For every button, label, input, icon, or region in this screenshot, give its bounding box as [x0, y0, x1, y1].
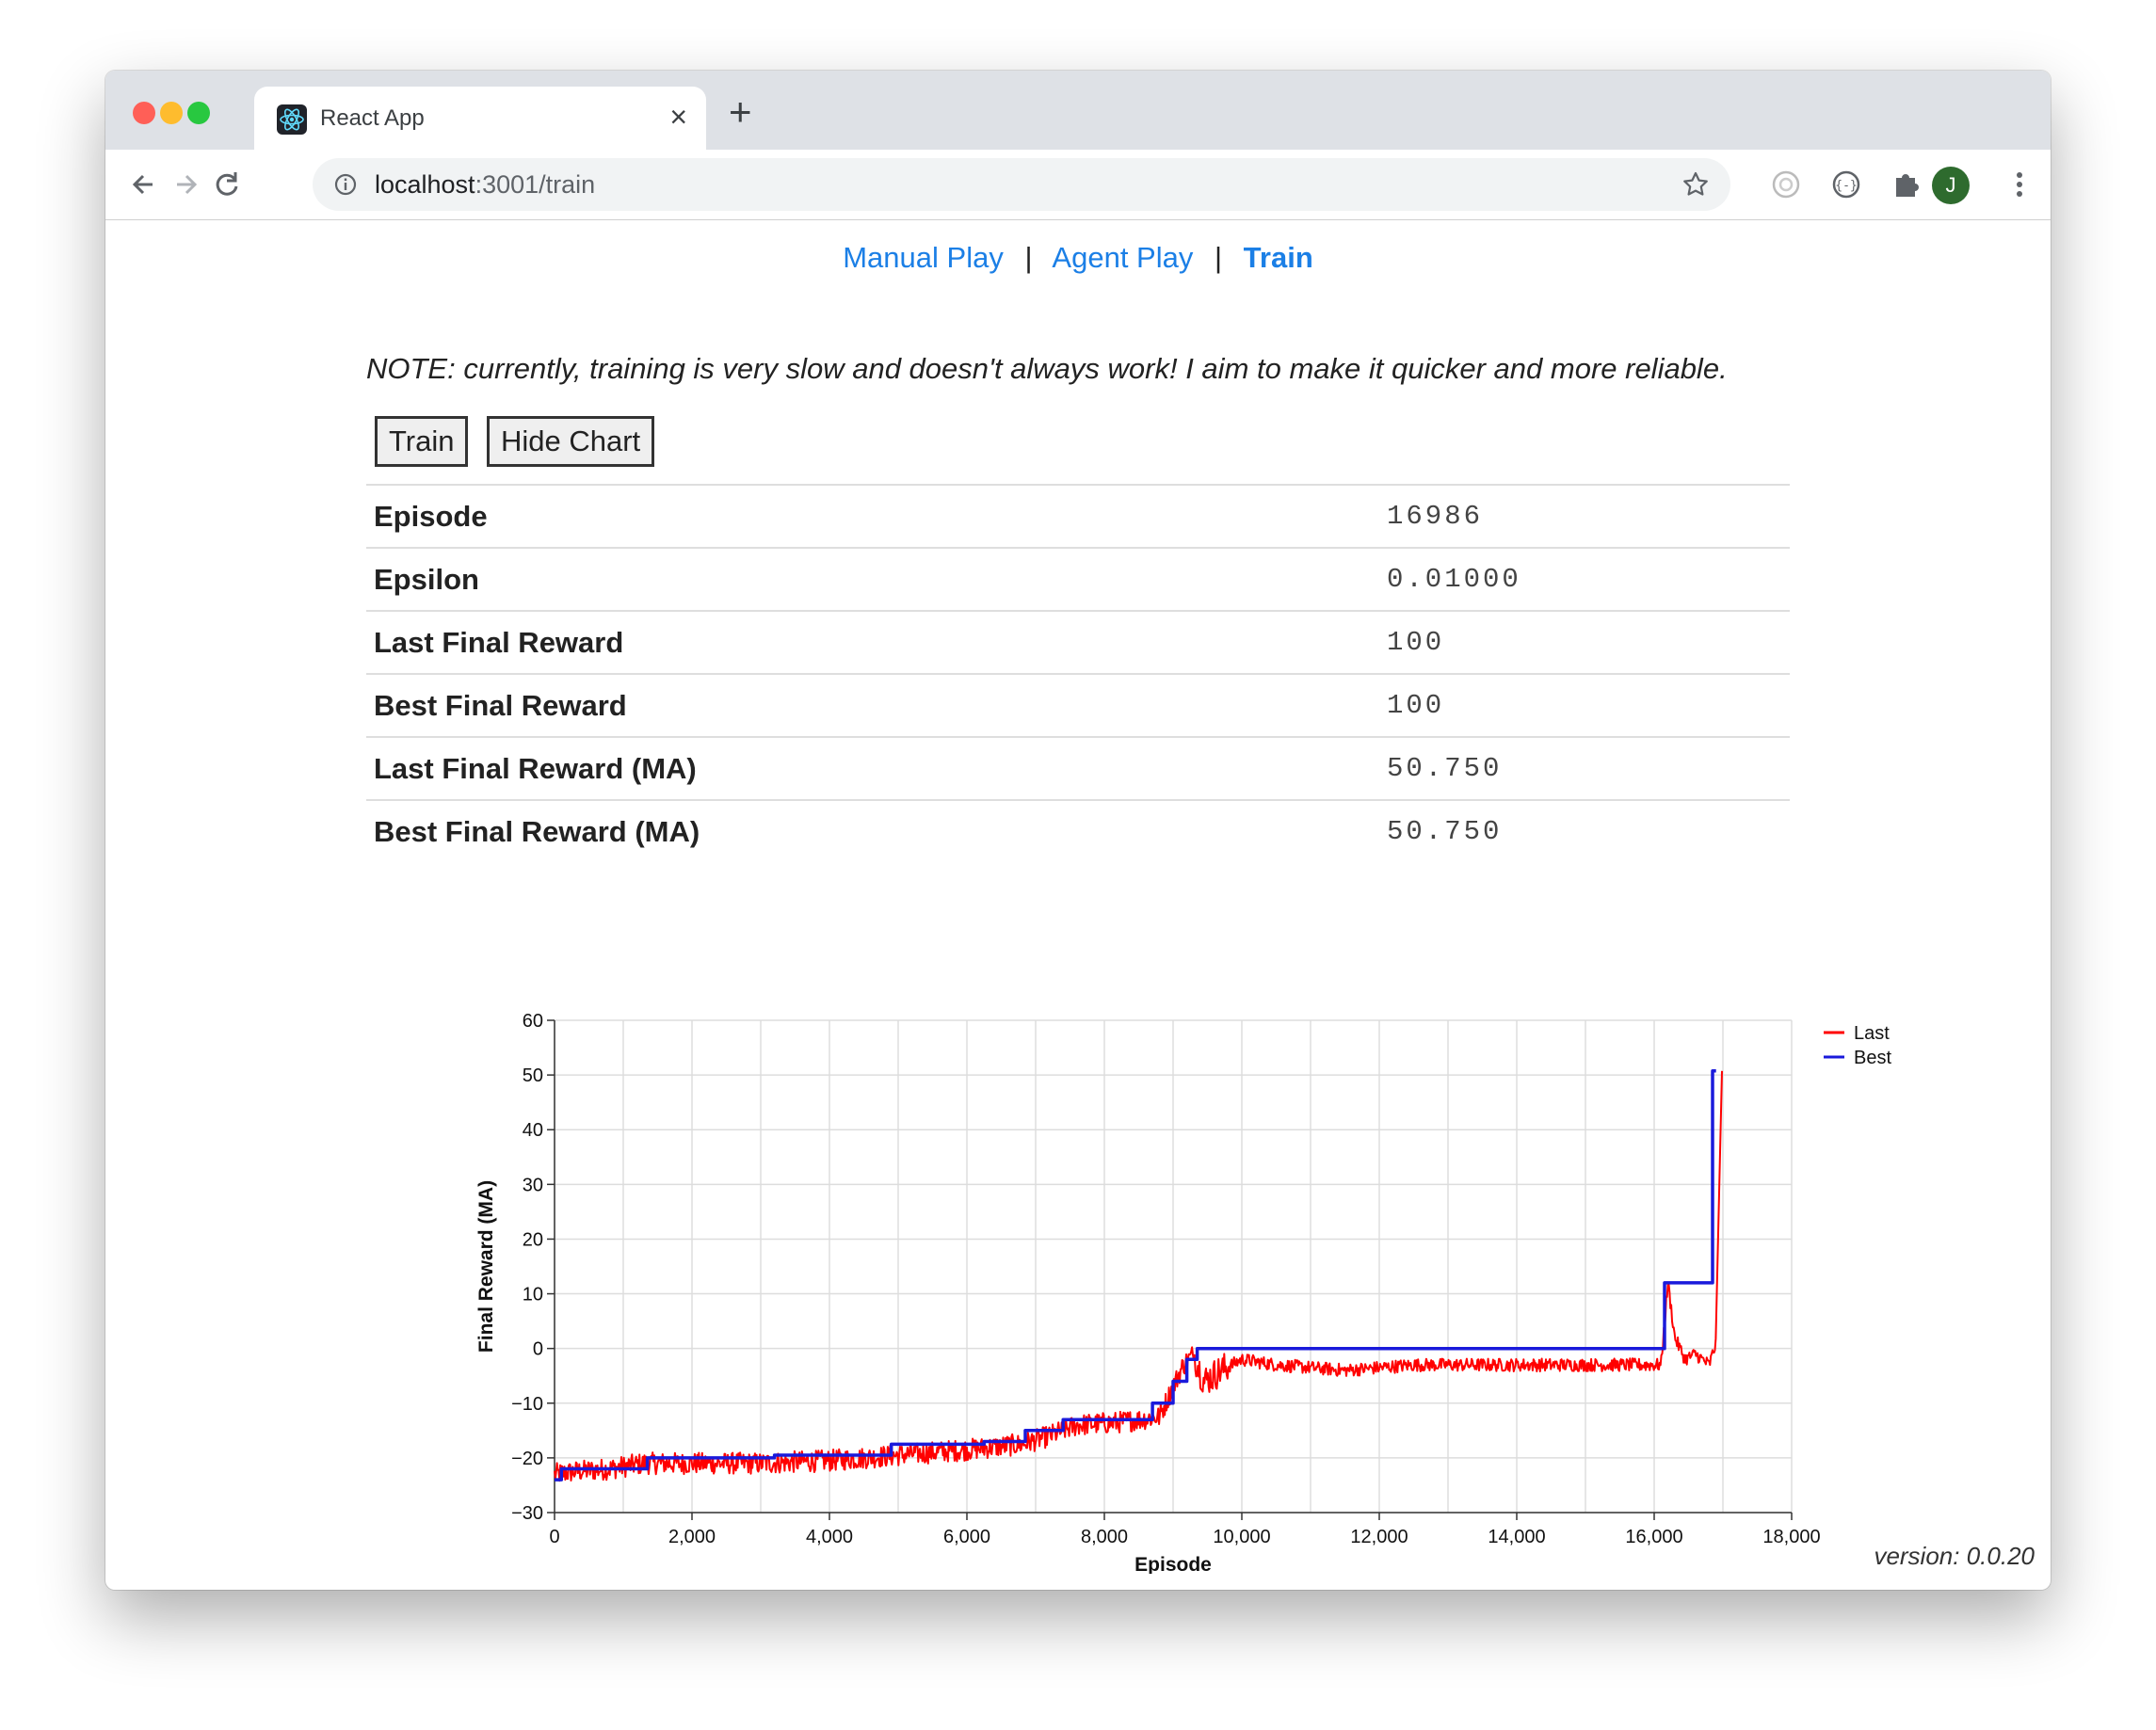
x-tick-label: 16,000: [1625, 1527, 1682, 1547]
y-tick-label: 0: [533, 1339, 543, 1360]
browser-tab[interactable]: React App ×: [254, 87, 706, 150]
stats-row: Last Final Reward (MA) 50.750: [366, 736, 1790, 800]
stats-table: Episode 16986 Epsilon 0.01000 Last Final Rew…: [366, 484, 1790, 862]
bookmark-star-icon[interactable]: [1681, 170, 1710, 199]
stats-row: Last Final Reward 100: [366, 610, 1790, 674]
y-tick-label: 30: [523, 1175, 543, 1195]
version-label: version: 0.0.20: [1874, 1542, 2035, 1570]
x-tick-label: 14,000: [1488, 1527, 1545, 1547]
x-tick-label: 18,000: [1762, 1527, 1820, 1547]
nav-train[interactable]: Train: [1243, 241, 1313, 274]
back-icon[interactable]: [124, 165, 164, 204]
x-tick-label: 2,000: [668, 1527, 716, 1547]
profile-avatar[interactable]: J: [1932, 167, 1970, 204]
stat-label: Best Final Reward (MA): [366, 799, 1379, 862]
x-axis-label: Episode: [1134, 1554, 1212, 1574]
extension-devtools-icon[interactable]: {-}: [1826, 165, 1866, 204]
x-tick-label: 8,000: [1081, 1527, 1128, 1547]
y-tick-label: −20: [511, 1449, 543, 1469]
stat-value: 16986: [1379, 484, 1790, 548]
page-content: Manual Play | Agent Play | Train NOTE: c…: [105, 220, 2051, 1590]
train-button[interactable]: Train: [375, 416, 469, 467]
stats-row: Epsilon 0.01000: [366, 547, 1790, 611]
stat-value: 50.750: [1379, 799, 1790, 862]
y-tick-label: −30: [511, 1503, 543, 1524]
stat-value: 0.01000: [1379, 547, 1790, 611]
x-tick-label: 4,000: [806, 1527, 853, 1547]
nav-agent-play[interactable]: Agent Play: [1052, 241, 1194, 274]
x-tick-label: 6,000: [943, 1527, 990, 1547]
y-axis-label: Final Reward (MA): [475, 1180, 497, 1353]
url-text: localhost:3001/train: [375, 170, 596, 199]
x-tick-label: 10,000: [1213, 1527, 1270, 1547]
nav-separator: |: [1214, 241, 1223, 274]
react-favicon-icon: [277, 104, 307, 135]
stat-value: 50.750: [1379, 736, 1790, 800]
legend-label-best: Best: [1854, 1048, 1891, 1068]
x-tick-label: 0: [549, 1527, 559, 1547]
y-tick-label: 50: [523, 1065, 543, 1086]
stat-label: Last Final Reward (MA): [366, 736, 1379, 800]
stat-label: Epsilon: [366, 547, 1379, 611]
tab-close-icon[interactable]: ×: [669, 100, 687, 134]
stat-value: 100: [1379, 673, 1790, 737]
y-tick-label: 60: [523, 1011, 543, 1032]
more-menu-icon[interactable]: [2000, 165, 2039, 204]
y-tick-label: 40: [523, 1120, 543, 1141]
nav-manual-play[interactable]: Manual Play: [843, 241, 1004, 274]
browser-toolbar: localhost:3001/train {-} J: [105, 150, 2051, 220]
extension-circle-icon[interactable]: [1766, 165, 1806, 204]
stat-label: Best Final Reward: [366, 673, 1379, 737]
stats-row: Episode 16986: [366, 484, 1790, 548]
browser-window: React App × + localhost:3001/train: [105, 71, 2051, 1590]
nav-separator: |: [1024, 241, 1033, 274]
extensions-puzzle-icon[interactable]: [1887, 165, 1926, 204]
maximize-window-button[interactable]: [187, 102, 210, 124]
address-bar[interactable]: localhost:3001/train: [313, 158, 1730, 211]
stats-row: Best Final Reward 100: [366, 673, 1790, 737]
training-note: NOTE: currently, training is very slow a…: [366, 352, 1728, 385]
hide-chart-button[interactable]: Hide Chart: [487, 416, 655, 467]
series-line-best: [555, 1069, 1716, 1482]
y-tick-label: 10: [523, 1285, 543, 1306]
info-icon[interactable]: [333, 172, 358, 197]
forward-icon[interactable]: [166, 165, 205, 204]
legend-label-last: Last: [1854, 1023, 1890, 1044]
top-nav: Manual Play | Agent Play | Train: [105, 241, 2051, 275]
series-line-last: [554, 1070, 1723, 1482]
minimize-window-button[interactable]: [160, 102, 183, 124]
stat-label: Last Final Reward: [366, 610, 1379, 674]
tab-title: React App: [320, 105, 425, 131]
y-tick-label: 20: [523, 1229, 543, 1250]
svg-text:{-}: {-}: [1835, 179, 1857, 193]
tab-bar: React App × +: [105, 71, 2051, 150]
stat-label: Episode: [366, 484, 1379, 548]
stats-row: Best Final Reward (MA) 50.750: [366, 799, 1790, 862]
close-window-button[interactable]: [133, 102, 155, 124]
y-tick-label: −10: [511, 1394, 543, 1415]
reload-icon[interactable]: [207, 165, 247, 204]
x-tick-label: 12,000: [1350, 1527, 1408, 1547]
new-tab-icon[interactable]: +: [729, 89, 752, 134]
stat-value: 100: [1379, 610, 1790, 674]
training-chart: 60 50 40 30 20 10 0 −10 −20 −30 0 2,000 4,000 6,000 8,…: [475, 1011, 1891, 1574]
